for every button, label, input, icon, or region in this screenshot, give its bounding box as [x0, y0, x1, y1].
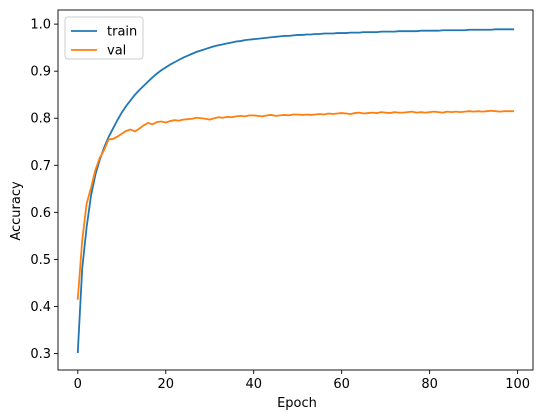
x-axis-ticks: 0 20 40 60 80 100: [74, 370, 530, 392]
x-tick-label: 60: [333, 377, 350, 392]
series-line-val: [76, 109, 515, 300]
axes-frame: [57, 9, 534, 371]
legend-label-val: val: [107, 44, 126, 59]
legend-label-train: train: [107, 25, 137, 40]
y-tick-label: 0.4: [30, 300, 51, 315]
plot-area: [57, 9, 534, 371]
x-tick-label: 20: [157, 377, 174, 392]
y-axis-label: Accuracy: [9, 181, 24, 241]
y-tick-label: 0.7: [30, 159, 51, 174]
x-axis-label: Epoch: [277, 396, 317, 411]
legend-box: [64, 16, 144, 60]
y-tick-label: 1.0: [30, 18, 51, 33]
x-tick-label: 40: [245, 377, 262, 392]
x-tick-label: 80: [421, 377, 438, 392]
x-tick-label: 100: [505, 377, 530, 392]
y-tick-label: 0.6: [30, 206, 51, 221]
y-axis-ticks: 0.3 0.4 0.5 0.6 0.7 0.8 0.9 1.0: [30, 18, 58, 362]
y-tick-label: 0.8: [30, 112, 51, 127]
x-tick-label: 0: [74, 377, 82, 392]
y-tick-label: 0.9: [30, 65, 51, 80]
series-line-train: [76, 28, 515, 354]
y-tick-label: 0.5: [30, 253, 51, 268]
y-tick-label: 0.3: [30, 347, 51, 362]
legend: train val: [64, 16, 144, 60]
